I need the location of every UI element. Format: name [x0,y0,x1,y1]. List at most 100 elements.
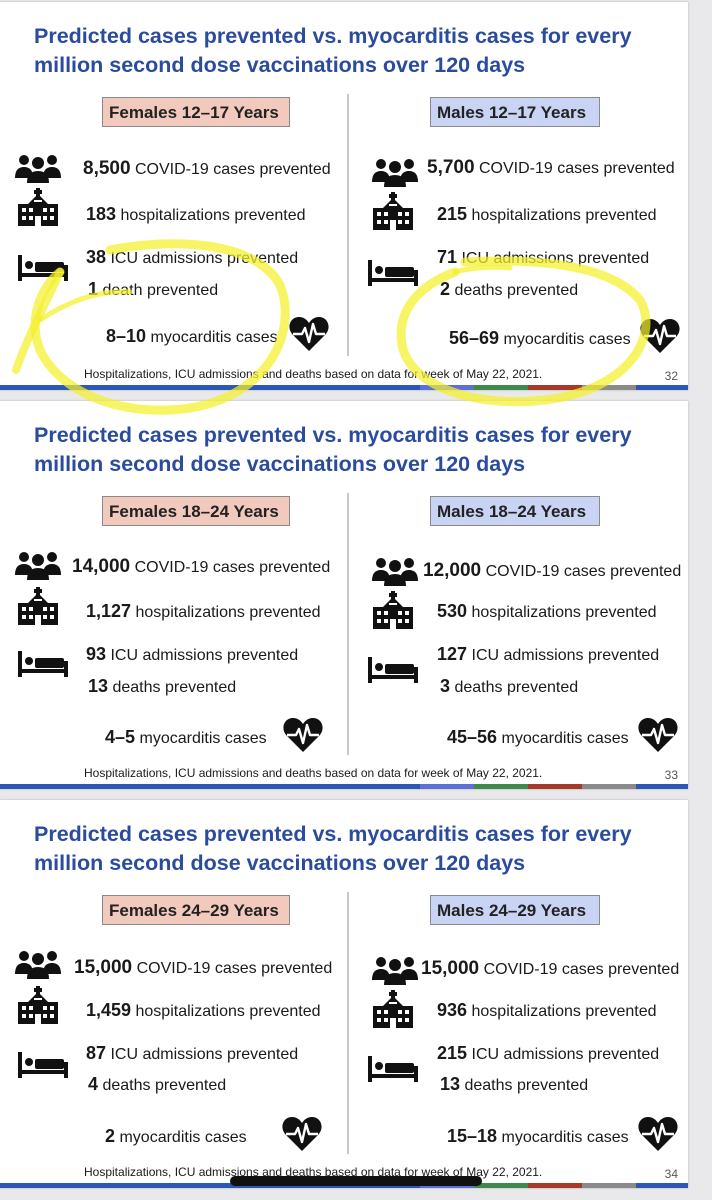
slide-title: Predicted cases prevented vs. myocarditi… [34,822,632,875]
hospital-bed-icon [18,255,68,281]
male-cases-text: COVID-19 cases prevented [483,961,680,978]
male-cases-stat: 15,000 COVID-19 cases prevented [421,958,679,980]
male-icu-text: ICU admissions prevented [471,647,660,664]
male-icu-stat: 127 ICU admissions prevented [437,644,659,665]
female-hosp-stat: 183 hospitalizations prevented [86,204,306,225]
male-deaths-value: 2 [440,279,451,299]
female-cases-text: COVID-19 cases prevented [136,960,333,977]
female-icu-value: 38 [86,247,107,267]
male-cases-text: COVID-19 cases prevented [485,563,682,580]
female-cases-value: 14,000 [72,556,131,577]
column-divider [347,493,349,755]
male-hosp-value: 530 [437,601,468,621]
male-myo-stat: 15–18 myocarditis cases [447,1126,629,1147]
male-myo-value: 15–18 [447,1126,498,1146]
hospital-bed-icon [18,1052,68,1078]
female-cases-value: 15,000 [74,957,133,978]
female-icu-stat: 87 ICU admissions prevented [86,1043,298,1064]
home-indicator-bar [230,1176,482,1186]
female-myo-text: myocarditis cases [139,730,267,747]
hospital-bed-icon [368,657,418,683]
people-group-icon [14,152,62,184]
female-deaths-stat: 1 death prevented [88,279,218,300]
male-deaths-stat: 13 deaths prevented [440,1074,588,1095]
hospital-bed-icon [18,651,68,677]
slide-33: Predicted cases prevented vs. myocarditi… [0,401,688,789]
female-icu-text: ICU admissions prevented [110,647,299,664]
male-cases-text: COVID-19 cases prevented [479,160,675,177]
male-myo-text: myocarditis cases [501,730,629,747]
people-group-icon [371,156,419,188]
female-cases-text: COVID-19 cases prevented [134,559,331,576]
male-icu-value: 127 [437,644,468,664]
male-icu-stat: 215 ICU admissions prevented [437,1043,659,1064]
female-icu-value: 87 [86,1043,107,1063]
male-cases-stat: 12,000 COVID-19 cases prevented [423,560,681,582]
heart-rate-icon [640,318,680,354]
hospital-building-icon [16,188,60,228]
female-deaths-value: 1 [88,279,99,299]
female-deaths-text: deaths prevented [102,1077,227,1094]
male-myo-text: myocarditis cases [501,1129,629,1146]
male-myo-value: 56–69 [449,328,500,348]
male-cases-value: 12,000 [423,560,482,581]
female-icu-value: 93 [86,644,107,664]
male-hosp-text: hospitalizations prevented [471,1003,657,1020]
female-myo-text: myocarditis cases [119,1129,247,1146]
male-cases-stat: 5,700 COVID-19 cases prevented [427,157,675,179]
female-cases-value: 8,500 [83,158,131,179]
slide-title: Predicted cases prevented vs. myocarditi… [34,24,632,77]
male-myo-text: myocarditis cases [503,331,631,348]
heart-rate-icon [289,316,329,352]
female-myo-stat: 8–10 myocarditis cases [106,326,278,347]
slide-34: Predicted cases prevented vs. myocarditi… [0,800,688,1188]
female-cases-text: COVID-19 cases prevented [135,161,331,178]
female-group-label: Females 18–24 Years [102,496,290,526]
male-cases-value: 5,700 [427,157,475,178]
hospital-building-icon [16,587,60,627]
people-group-icon [14,549,62,581]
female-hosp-value: 1,459 [86,1000,132,1020]
female-deaths-text: death prevented [102,282,219,299]
hospital-bed-icon [368,260,418,286]
female-hosp-text: hospitalizations prevented [135,1003,321,1020]
male-hosp-stat: 215 hospitalizations prevented [437,204,657,225]
male-icu-value: 215 [437,1043,468,1063]
male-icu-text: ICU admissions prevented [471,1046,660,1063]
footnote: Hospitalizations, ICU admissions and dea… [84,367,543,381]
heart-rate-icon [283,717,323,753]
people-group-icon [371,954,419,986]
female-myo-text: myocarditis cases [150,329,278,346]
female-myo-value: 4–5 [105,727,136,747]
hospital-building-icon [371,591,415,631]
people-group-icon [14,948,62,980]
male-group-label: Males 18–24 Years [430,496,600,526]
female-group-label: Females 24–29 Years [102,895,290,925]
female-myo-stat: 2 myocarditis cases [105,1126,247,1147]
page-number: 34 [664,1167,678,1181]
male-group-label: Males 12–17 Years [430,97,600,127]
female-deaths-value: 13 [88,676,109,696]
hospital-building-icon [16,986,60,1026]
female-group-label: Females 12–17 Years [102,97,290,127]
female-icu-text: ICU admissions prevented [110,1046,299,1063]
female-cases-stat: 8,500 COVID-19 cases prevented [83,158,331,180]
female-deaths-text: deaths prevented [112,679,237,696]
male-hosp-text: hospitalizations prevented [471,604,657,621]
hospital-bed-icon [368,1056,418,1082]
male-deaths-text: deaths prevented [454,282,579,299]
male-myo-stat: 56–69 myocarditis cases [449,328,631,349]
people-group-icon [371,555,419,587]
male-deaths-value: 13 [440,1074,461,1094]
female-hosp-text: hospitalizations prevented [120,207,306,224]
footer-bar [0,385,688,390]
male-icu-value: 71 [437,247,458,267]
female-deaths-value: 4 [88,1074,99,1094]
female-deaths-stat: 13 deaths prevented [88,676,236,697]
hospital-building-icon [371,990,415,1030]
female-icu-stat: 93 ICU admissions prevented [86,644,298,665]
female-hosp-stat: 1,127 hospitalizations prevented [86,601,321,622]
male-group-label: Males 24–29 Years [430,895,600,925]
male-myo-stat: 45–56 myocarditis cases [447,727,629,748]
female-hosp-value: 183 [86,204,117,224]
